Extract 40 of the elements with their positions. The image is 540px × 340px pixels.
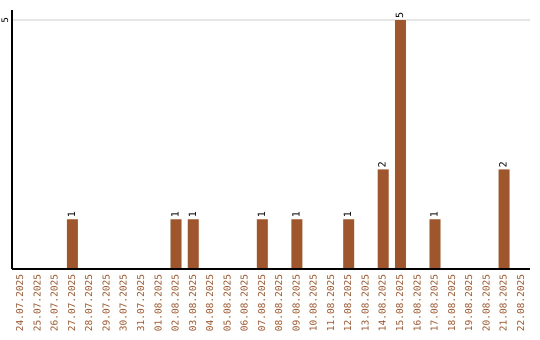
- x-tick-label: 12.08.2025: [343, 274, 354, 332]
- x-tick-label: 31.07.2025: [136, 274, 147, 332]
- data-label: 1: [343, 211, 354, 218]
- x-tick-label: 02.08.2025: [170, 274, 182, 332]
- data-label: 1: [256, 211, 268, 218]
- x-tick-label: 01.08.2025: [153, 274, 164, 332]
- x-tick-label: 22.08.2025: [516, 274, 527, 332]
- x-tick-label: 13.08.2025: [360, 274, 372, 332]
- data-label: 1: [188, 211, 199, 218]
- data-label: 1: [66, 211, 78, 218]
- x-tick-label: 24.07.2025: [15, 274, 26, 332]
- data-label: 2: [378, 161, 389, 168]
- data-label: 1: [291, 211, 302, 218]
- x-tick-label: 10.08.2025: [308, 274, 320, 332]
- x-tick-label: 15.08.2025: [395, 274, 406, 332]
- data-label: 2: [498, 161, 510, 168]
- x-tick-label: 30.07.2025: [118, 274, 130, 332]
- x-tick-label: 26.07.2025: [50, 274, 61, 332]
- data-label: 1: [170, 211, 182, 218]
- x-tick-label: 04.08.2025: [205, 274, 216, 332]
- x-tick-label: 14.08.2025: [378, 274, 389, 332]
- x-tick-label: 18.08.2025: [446, 274, 458, 332]
- x-tick-label: 06.08.2025: [240, 274, 251, 332]
- x-tick-label: 07.08.2025: [256, 274, 268, 332]
- x-tick-label: 05.08.2025: [222, 274, 234, 332]
- x-tick-label: 28.07.2025: [84, 274, 96, 332]
- x-tick-label: 11.08.2025: [326, 274, 337, 332]
- x-tick-label: 08.08.2025: [274, 274, 286, 332]
- x-tick-label: 29.07.2025: [101, 274, 112, 332]
- x-tick-label: 20.08.2025: [481, 274, 492, 332]
- data-label: 5: [394, 12, 406, 18]
- x-tick-label: 09.08.2025: [291, 274, 302, 332]
- x-tick-label: 27.07.2025: [66, 274, 78, 332]
- x-tick-label: 16.08.2025: [412, 274, 424, 332]
- x-tick-label: 19.08.2025: [464, 274, 476, 332]
- x-tick-label: 03.08.2025: [188, 274, 199, 332]
- x-tick-label: 21.08.2025: [498, 274, 510, 332]
- data-label: 1: [430, 211, 441, 218]
- x-tick-label: 25.07.2025: [32, 274, 44, 332]
- x-tick-label: 17.08.2025: [430, 274, 441, 332]
